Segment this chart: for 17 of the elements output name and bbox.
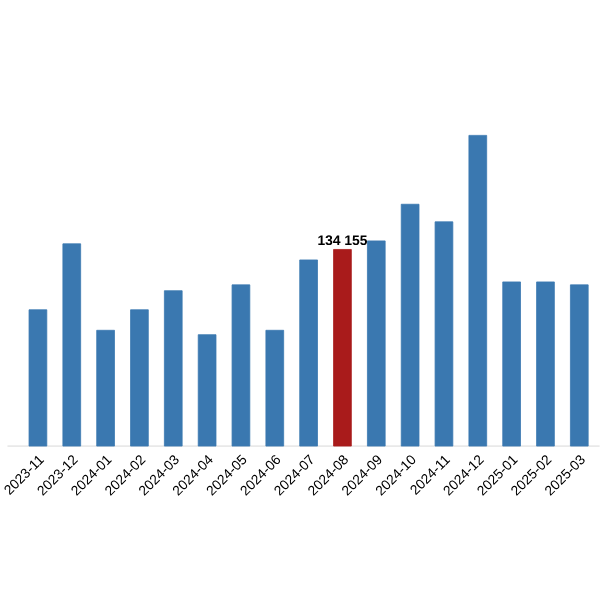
bar	[163, 290, 183, 447]
bar	[62, 243, 82, 447]
bar	[468, 134, 488, 447]
bar	[265, 329, 285, 447]
bar	[536, 281, 555, 447]
bar	[28, 309, 48, 447]
bar	[333, 249, 352, 447]
bar	[299, 259, 318, 447]
bar	[367, 240, 386, 447]
bar	[231, 284, 251, 447]
bar	[502, 281, 521, 447]
bar	[570, 284, 589, 447]
bar	[434, 221, 454, 447]
bar	[400, 203, 420, 447]
bar	[96, 329, 115, 447]
bar	[197, 334, 217, 447]
bar	[130, 309, 149, 447]
